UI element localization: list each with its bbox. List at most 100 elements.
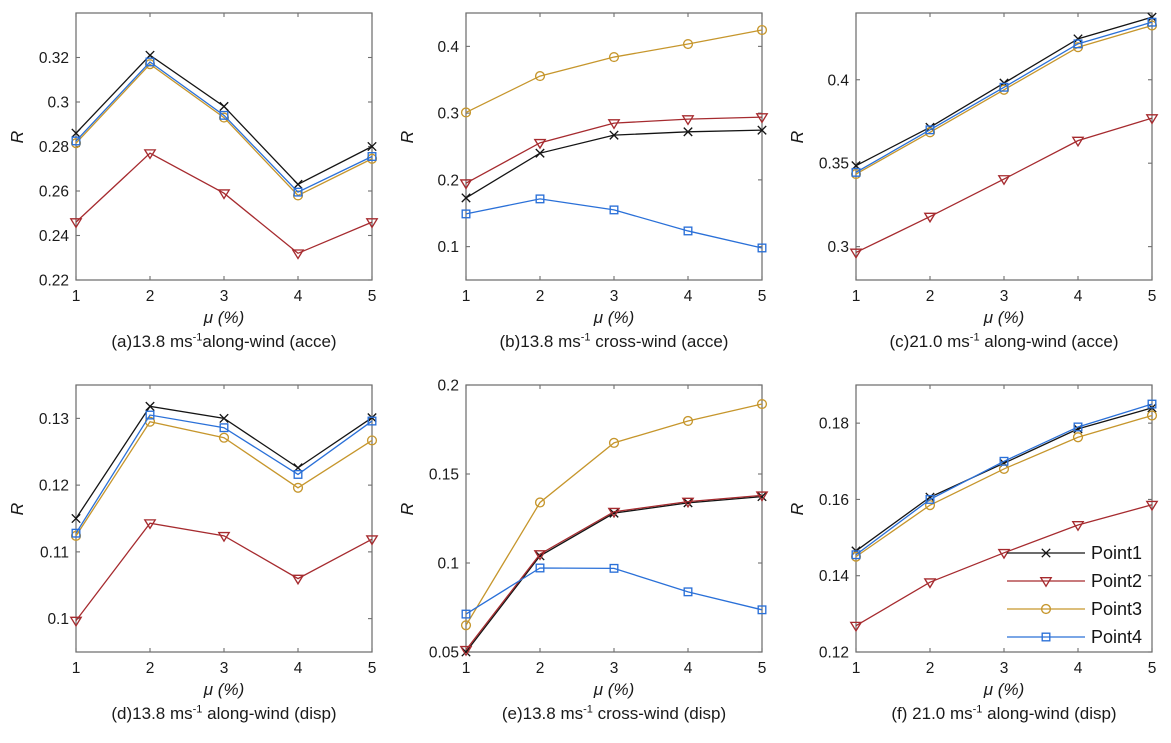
subplot-c: 1 2 3 4 5 0.3 0.35 0.4 R μ (%) (c)21.0 ms-1 alo…	[780, 0, 1170, 371]
subplot-a: 1 2 3 4 5 0.22 0.24 0.26 0.28 0.3 0.32 R μ (%) (a)…	[0, 0, 390, 371]
plot-f: 1 2 3 4 5 0.12 0.14 0.16 0.18	[819, 384, 1159, 677]
caption-c-sup: -1	[969, 331, 980, 344]
y-axis-label-c: R	[787, 130, 807, 144]
svg-text:0.2: 0.2	[437, 378, 459, 395]
caption-a-sup: -1	[192, 331, 203, 344]
svg-text:3: 3	[220, 288, 229, 305]
svg-text:3: 3	[220, 660, 229, 677]
caption-f-suffix: along-wind (disp)	[982, 704, 1117, 723]
legend-label-point3: Point3	[1091, 598, 1143, 619]
caption-b-suffix: cross-wind (acce)	[590, 332, 729, 351]
svg-text:4: 4	[1074, 660, 1083, 677]
svg-text:5: 5	[368, 288, 377, 305]
svg-text:5: 5	[368, 660, 377, 677]
svg-text:0.12: 0.12	[819, 645, 849, 662]
svg-text:3: 3	[610, 288, 619, 305]
svg-text:0.32: 0.32	[39, 50, 69, 67]
x-axis-label-c: μ (%)	[983, 308, 1025, 327]
caption-b-prefix: (b)13.8 ms	[499, 332, 581, 351]
caption-a: (a)13.8 ms-1along-wind (acce)	[30, 331, 418, 352]
caption-d-sup: -1	[192, 703, 203, 716]
y-axis-label-a: R	[7, 130, 27, 144]
svg-text:0.26: 0.26	[39, 184, 69, 201]
caption-c-prefix: (c)21.0 ms	[889, 332, 970, 351]
svg-text:0.11: 0.11	[40, 544, 69, 561]
plot-a: 1 2 3 4 5 0.22 0.24 0.26 0.28 0.3 0.32	[39, 12, 379, 305]
svg-text:0.3: 0.3	[827, 239, 849, 256]
caption-c-suffix: along-wind (acce)	[979, 332, 1119, 351]
legend-sample-point2	[1007, 577, 1085, 588]
svg-text:1: 1	[72, 288, 81, 305]
caption-f: (f) 21.0 ms-1 along-wind (disp)	[810, 703, 1171, 724]
svg-text:0.4: 0.4	[827, 72, 849, 89]
svg-text:2: 2	[536, 660, 545, 677]
caption-e-prefix: (e)13.8 ms	[501, 704, 584, 723]
svg-text:5: 5	[758, 660, 767, 677]
svg-text:0.15: 0.15	[429, 467, 459, 484]
svg-text:0.12: 0.12	[39, 478, 69, 495]
svg-text:0.16: 0.16	[819, 492, 849, 509]
caption-d-suffix: along-wind (disp)	[202, 704, 337, 723]
svg-text:3: 3	[1000, 288, 1009, 305]
x-axis-label-a: μ (%)	[203, 308, 245, 327]
svg-text:4: 4	[684, 660, 693, 677]
svg-text:1: 1	[852, 288, 861, 305]
x-axis-label-e: μ (%)	[593, 680, 635, 699]
caption-b: (b)13.8 ms-1 cross-wind (acce)	[420, 331, 808, 352]
caption-e-suffix: cross-wind (disp)	[592, 704, 727, 723]
subplot-e: 1 2 3 4 5 0.05 0.1 0.15 0.2 R μ (%) (e)13.8 ms-1…	[390, 372, 780, 743]
svg-text:4: 4	[1074, 288, 1083, 305]
caption-a-suffix: along-wind (acce)	[202, 332, 337, 351]
plot-d: 1 2 3 4 5 0.1 0.11 0.12 0.13	[39, 384, 379, 677]
plot-e: 1 2 3 4 5 0.05 0.1 0.15 0.2	[429, 378, 769, 677]
svg-text:0.1: 0.1	[47, 611, 69, 628]
svg-text:1: 1	[72, 660, 81, 677]
svg-text:1: 1	[462, 288, 471, 305]
svg-text:2: 2	[926, 288, 935, 305]
svg-text:0.28: 0.28	[39, 139, 69, 156]
caption-d-prefix: (d)13.8 ms	[111, 704, 193, 723]
caption-d: (d)13.8 ms-1 along-wind (disp)	[30, 703, 418, 724]
svg-text:0.2: 0.2	[437, 172, 459, 189]
svg-text:0.35: 0.35	[819, 156, 849, 173]
svg-text:0.1: 0.1	[437, 239, 459, 256]
svg-text:0.3: 0.3	[437, 106, 459, 123]
legend-sample-point3	[1007, 603, 1085, 615]
caption-f-prefix: (f) 21.0 ms	[891, 704, 973, 723]
caption-c: (c)21.0 ms-1 along-wind (acce)	[810, 331, 1171, 352]
svg-text:0.22: 0.22	[39, 273, 69, 290]
subplot-b: 1 2 3 4 5 0.1 0.2 0.3 0.4 R μ (%) (b)13.8 ms-1 c…	[390, 0, 780, 371]
caption-b-sup: -1	[580, 331, 591, 344]
svg-text:0.4: 0.4	[437, 39, 459, 56]
svg-text:5: 5	[758, 288, 767, 305]
legend-label-point1: Point1	[1091, 542, 1143, 563]
y-axis-label-b: R	[397, 130, 417, 144]
legend-sample-point4	[1007, 632, 1085, 642]
svg-text:2: 2	[146, 660, 155, 677]
y-axis-label-f: R	[787, 502, 807, 516]
svg-text:0.13: 0.13	[39, 411, 69, 428]
legend-sample-point1	[1007, 548, 1085, 558]
svg-text:0.18: 0.18	[819, 416, 849, 433]
caption-f-sup: -1	[972, 703, 983, 716]
caption-a-prefix: (a)13.8 ms	[111, 332, 193, 351]
caption-e-sup: -1	[583, 703, 593, 716]
svg-text:5: 5	[1148, 288, 1157, 305]
legend-label-point2: Point2	[1091, 570, 1143, 591]
y-axis-label-d: R	[7, 502, 27, 516]
svg-text:2: 2	[926, 660, 935, 677]
legend: Point1 Point2 Point3 Point4	[1006, 539, 1142, 651]
legend-item-point2: Point2	[1006, 567, 1142, 595]
svg-text:3: 3	[610, 660, 619, 677]
svg-text:0.24: 0.24	[39, 228, 70, 245]
svg-text:2: 2	[146, 288, 155, 305]
legend-item-point1: Point1	[1006, 539, 1142, 567]
subplot-f: 1 2 3 4 5 0.12 0.14 0.16 0.18 R μ (%) (f) 21.0 m…	[780, 372, 1170, 743]
svg-text:4: 4	[684, 288, 693, 305]
y-axis-label-e: R	[397, 502, 417, 516]
legend-item-point4: Point4	[1006, 623, 1142, 651]
svg-text:3: 3	[1000, 660, 1009, 677]
svg-text:0.3: 0.3	[47, 95, 69, 112]
svg-text:2: 2	[536, 288, 545, 305]
svg-text:1: 1	[852, 660, 861, 677]
